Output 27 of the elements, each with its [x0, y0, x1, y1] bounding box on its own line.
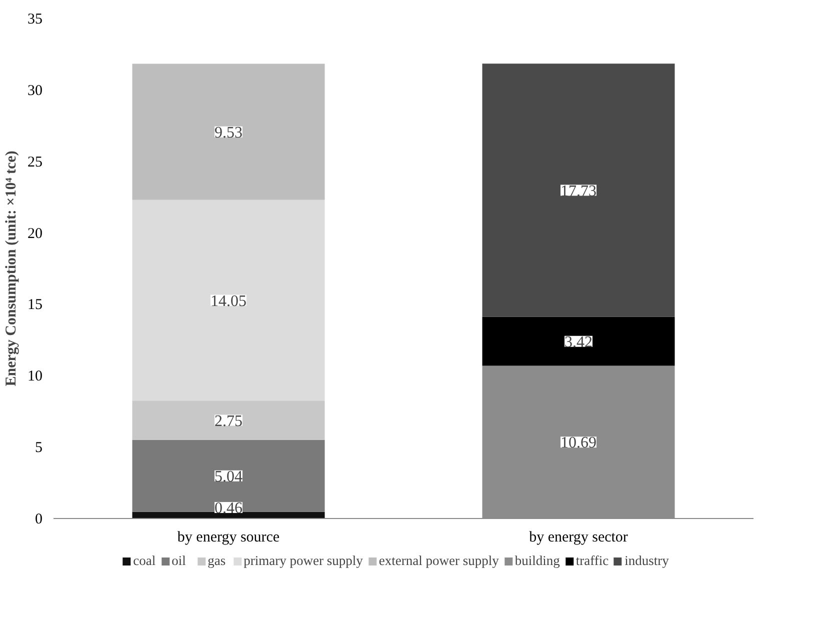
y-axis-title: Energy Consumption (unit: ×10⁴ tce): [4, 150, 20, 386]
data-label: 3.42: [564, 334, 592, 351]
y-tick-label: 25: [28, 154, 42, 170]
data-label: 9.53: [214, 124, 242, 142]
legend-label: external power supply: [378, 553, 499, 569]
legend-label: traffic: [576, 553, 609, 569]
y-tick-label: 0: [35, 512, 42, 528]
data-label: 10.69: [560, 434, 596, 452]
legend-label: building: [514, 553, 560, 569]
x-tick-label: by energy sector: [529, 530, 628, 546]
data-label: 0.46: [214, 500, 242, 517]
legend-label: primary power supply: [244, 553, 363, 569]
y-tick-label: 20: [28, 226, 42, 242]
data-label: 17.73: [560, 182, 596, 200]
y-tick-label: 5: [35, 440, 42, 456]
x-tick-label: by energy source: [177, 530, 280, 546]
y-tick-label: 10: [28, 368, 42, 385]
y-tick-label: 15: [28, 297, 42, 314]
data-label: 2.75: [214, 412, 242, 430]
legend-label: coal: [133, 553, 156, 569]
legend-label: industry: [624, 553, 669, 569]
y-tick-label: 35: [28, 12, 42, 28]
legend-label: gas: [208, 553, 227, 569]
data-label: 14.05: [210, 292, 246, 310]
y-tick-label: 30: [28, 82, 42, 99]
legend-label: oil: [172, 553, 187, 569]
data-label: 5.04: [214, 468, 242, 486]
